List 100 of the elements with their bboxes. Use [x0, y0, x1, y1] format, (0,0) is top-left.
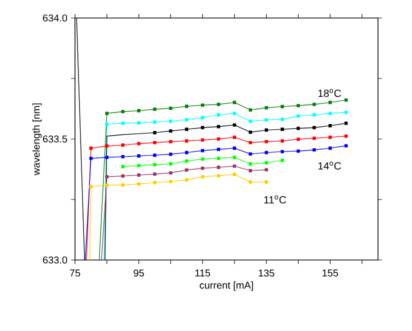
point: [264, 118, 268, 122]
point: [121, 110, 124, 114]
point: [200, 116, 204, 120]
point: [248, 130, 252, 134]
point: [105, 122, 109, 126]
point: [200, 166, 204, 170]
point: [296, 138, 300, 141]
point: [137, 173, 140, 177]
x-tick-label: 75: [70, 270, 80, 276]
point: [105, 112, 109, 115]
x-tick-label: 135: [258, 270, 274, 277]
point: [169, 106, 172, 110]
point: [169, 129, 172, 133]
point: [312, 148, 316, 152]
point: [153, 140, 156, 144]
point: [264, 180, 268, 184]
point: [105, 156, 109, 160]
point: [184, 178, 188, 182]
point: [216, 166, 220, 169]
point: [153, 180, 156, 184]
point: [328, 112, 332, 115]
point: [121, 122, 124, 125]
y-tick-label: 633.0: [43, 256, 68, 264]
point: [184, 104, 188, 108]
point: [296, 114, 300, 118]
x-tick-label: 115: [195, 270, 210, 276]
annotation: 18$^{o}$C: [318, 89, 341, 98]
point: [184, 168, 188, 172]
point: [153, 154, 156, 157]
point: [137, 154, 140, 158]
y-axis-title: wavelength [nm]: [32, 103, 42, 176]
point: [328, 146, 332, 150]
point: [248, 169, 252, 172]
point: [280, 104, 284, 108]
point: [200, 148, 204, 152]
point: [264, 140, 268, 144]
point: [184, 128, 188, 131]
point: [280, 118, 284, 122]
point: [280, 128, 284, 131]
point: [153, 163, 156, 166]
point: [89, 146, 93, 150]
point: [216, 125, 220, 128]
point: [216, 156, 220, 160]
point: [232, 156, 236, 160]
point: [344, 110, 348, 114]
point: [296, 149, 300, 153]
point: [169, 152, 172, 156]
point: [153, 108, 156, 111]
point: [153, 172, 156, 176]
point: [216, 113, 220, 116]
point: [153, 120, 156, 124]
point: [184, 139, 188, 143]
point: [200, 126, 204, 130]
point: [216, 102, 220, 106]
point: [137, 164, 140, 168]
point: [248, 120, 252, 123]
point: [137, 121, 140, 124]
point: [344, 122, 348, 125]
point: [121, 143, 124, 147]
point: [121, 164, 124, 168]
point: [105, 175, 109, 178]
point: [232, 172, 236, 176]
point: [121, 174, 124, 178]
point: [328, 124, 332, 128]
point: [169, 171, 172, 175]
point: [328, 100, 332, 104]
point: [312, 126, 316, 130]
annotation: 14$^{o}$C: [318, 162, 341, 170]
annotation: 11$^{o}$C: [264, 196, 286, 204]
y-tick-label: 633.5: [43, 135, 68, 143]
point: [280, 150, 284, 154]
point: [200, 103, 204, 107]
point: [169, 140, 172, 144]
point: [105, 144, 109, 148]
point: [248, 140, 252, 144]
point: [169, 180, 172, 184]
point: [264, 150, 268, 154]
point: [296, 104, 300, 108]
point: [184, 150, 188, 154]
point: [264, 161, 268, 164]
point: [216, 174, 220, 178]
point: [89, 185, 93, 188]
point: [232, 146, 236, 150]
point: [328, 136, 332, 139]
x-tick-label: 95: [134, 270, 144, 277]
point: [200, 175, 204, 178]
point: [344, 144, 348, 148]
point: [312, 102, 316, 106]
point: [89, 156, 93, 160]
point: [264, 168, 268, 172]
point: [121, 183, 124, 187]
point: [137, 182, 140, 186]
y-tick-label: 634.0: [43, 14, 68, 22]
point: [121, 155, 124, 158]
point: [137, 109, 140, 112]
point: [296, 126, 300, 130]
point: [280, 139, 284, 143]
point: [312, 113, 316, 116]
point: [184, 118, 188, 122]
point: [232, 136, 236, 139]
